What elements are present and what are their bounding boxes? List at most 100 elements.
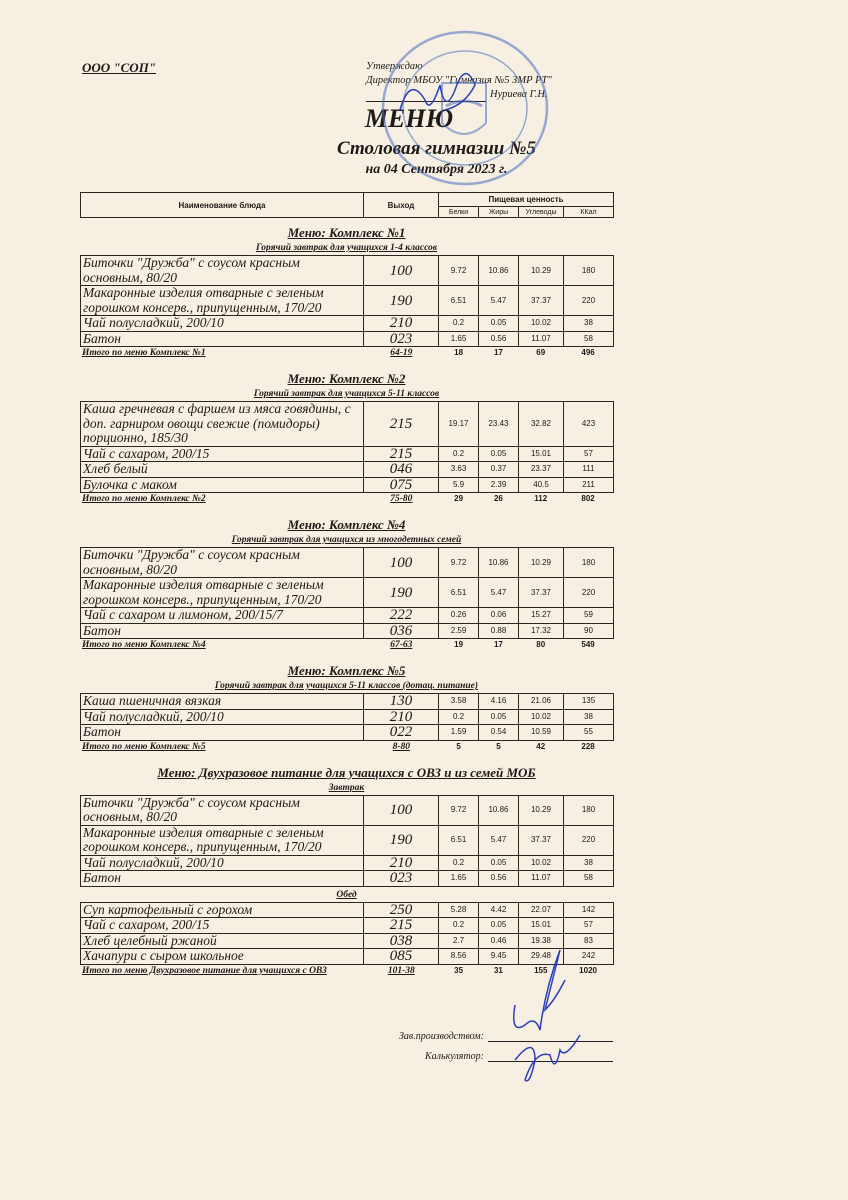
page-title: МЕНЮ [0, 104, 848, 134]
title-text: МЕНЮ [364, 104, 454, 133]
header-nutrition: Пищевая ценность [438, 191, 614, 208]
header-carbs: Углеводы [518, 206, 564, 218]
dish-proteins: 9.72 [438, 794, 479, 826]
dish-output: 210 [363, 708, 439, 725]
section-total: Итого по меню Комплекс №5 8-80 5 5 42 228 [80, 742, 613, 758]
dish-carbs: 10.02 [518, 854, 564, 871]
menu-section: Меню: Комплекс №5 Горячий завтрак для уча… [80, 662, 614, 758]
subtitle-text: Столовая гимназии №5 [337, 138, 536, 159]
section-total: Итого по меню Двухразовое питание для уч… [80, 966, 613, 982]
menu-section: Меню: Комплекс №2 Горячий завтрак для уча… [80, 370, 614, 510]
dish-output: 023 [363, 870, 439, 887]
table-row: Чай полусладкий, 200/10 210 0.2 0.05 10.02 38 [80, 854, 614, 871]
signature-line [488, 1041, 613, 1042]
dish-fats: 0.05 [478, 854, 519, 871]
dish-kcal: 55 [563, 724, 614, 741]
total-fats: 31 [493, 965, 503, 975]
total-proteins: 5 [456, 741, 461, 751]
table-row: Макаронные изделия отварные с зеленым го… [80, 285, 614, 316]
dish-fats: 0.37 [478, 461, 519, 478]
dish-output: 100 [363, 255, 439, 286]
dish-proteins: 3.63 [438, 461, 479, 478]
dish-output: 190 [363, 824, 439, 856]
page-subtitle: Столовая гимназии №5 [0, 138, 848, 160]
dish-name: Батон [80, 622, 364, 639]
dish-kcal: 180 [563, 255, 614, 286]
dish-output: 190 [363, 285, 439, 316]
table-row: Батон 022 1.59 0.54 10.59 55 [80, 724, 614, 741]
dish-output: 085 [363, 948, 439, 965]
calculator-signature-icon [514, 1034, 581, 1082]
total-fats: 17 [493, 348, 503, 357]
section-total: Итого по меню Комплекс №1 64-19 18 17 69 496 [80, 348, 613, 364]
dish-kcal: 220 [563, 577, 614, 608]
section-total: Итого по меню Комплекс №4 67-63 19 17 80 549 [80, 640, 613, 656]
dish-carbs: 10.02 [518, 708, 564, 725]
dish-proteins: 1.65 [438, 870, 479, 887]
dish-carbs: 15.27 [518, 607, 564, 624]
group-title: Завтрак [328, 782, 365, 793]
table-row: Батон 023 1.65 0.56 11.07 58 [80, 330, 614, 347]
dish-proteins: 19.17 [438, 401, 479, 447]
table-row: Чай с сахаром, 200/15 215 0.2 0.05 15.01 57 [80, 917, 614, 934]
dish-kcal: 423 [563, 401, 614, 447]
total-label: Итого по меню Комплекс №4 [82, 640, 206, 650]
dish-kcal: 58 [563, 330, 614, 347]
dish-kcal: 57 [563, 445, 614, 462]
group-title: Горячий завтрак для учащихся 1-4 классов [255, 243, 438, 253]
dish-kcal: 59 [563, 607, 614, 624]
dish-kcal: 180 [563, 547, 614, 578]
section-title: Меню: Комплекс №2 [287, 371, 406, 386]
total-proteins: 19 [454, 640, 464, 649]
section-title: Меню: Комплекс №1 [287, 225, 406, 240]
group-title: Горячий завтрак для учащихся из многодет… [231, 535, 462, 545]
menu-date: на 04 Сентября 2023 г. [0, 162, 848, 178]
dish-carbs: 15.01 [518, 917, 564, 934]
total-kcal: 802 [581, 494, 595, 503]
dish-output: 036 [363, 622, 439, 639]
dish-output: 215 [363, 917, 439, 934]
dish-output: 100 [363, 547, 439, 578]
total-output: 8-80 [392, 741, 410, 752]
dish-name: Хачапури с сыром школьное [80, 948, 364, 965]
director-name: Нуриева Г.Н. [490, 89, 548, 100]
dish-carbs: 32.82 [518, 401, 564, 447]
total-fats: 17 [493, 640, 503, 649]
dish-proteins: 9.72 [438, 547, 479, 578]
dish-name: Макаронные изделия отварные с зеленым го… [80, 824, 364, 856]
dish-kcal: 242 [563, 948, 614, 965]
footer-signatures: Зав.производством: Калькулятор: [380, 1022, 613, 1062]
dish-name: Чай с сахаром и лимоном, 200/15/7 [80, 607, 364, 624]
dish-proteins: 2.59 [438, 622, 479, 639]
dish-proteins: 0.2 [438, 917, 479, 934]
dish-carbs: 11.07 [518, 330, 564, 347]
dish-fats: 0.06 [478, 607, 519, 624]
menu-section: Меню: Комплекс №4 Горячий завтрак для уча… [80, 516, 614, 656]
dish-name: Биточки "Дружба" с соусом красным основн… [80, 794, 364, 826]
dish-name: Макаронные изделия отварные с зеленым го… [80, 285, 364, 316]
total-proteins: 35 [454, 965, 464, 975]
table-row: Чай полусладкий, 200/10 210 0.2 0.05 10.02 38 [80, 708, 614, 725]
dish-proteins: 2.7 [438, 932, 479, 949]
header-kcal: ККал [563, 206, 614, 218]
dish-carbs: 11.07 [518, 870, 564, 887]
dish-name: Батон [80, 724, 364, 741]
dish-carbs: 23.37 [518, 461, 564, 478]
menu-table: Каша гречневая с фаршем из мяса говядины… [80, 401, 614, 493]
section-total: Итого по меню Комплекс №2 75-80 29 26 112 802 [80, 494, 613, 510]
table-row: Макаронные изделия отварные с зеленым го… [80, 577, 614, 608]
dish-fats: 0.88 [478, 622, 519, 639]
dish-fats: 0.05 [478, 445, 519, 462]
dish-proteins: 0.2 [438, 854, 479, 871]
dish-kcal: 211 [563, 476, 614, 493]
dish-carbs: 40.5 [518, 476, 564, 493]
director-signature-icon [399, 73, 476, 111]
dish-proteins: 1.59 [438, 724, 479, 741]
dish-output: 100 [363, 794, 439, 826]
production-signature-icon [513, 949, 566, 1031]
dish-kcal: 38 [563, 708, 614, 725]
menu-table: Биточки "Дружба" с соусом красным основн… [80, 547, 614, 639]
dish-fats: 5.47 [478, 285, 519, 316]
dish-output: 210 [363, 854, 439, 871]
total-fats: 5 [496, 741, 501, 751]
